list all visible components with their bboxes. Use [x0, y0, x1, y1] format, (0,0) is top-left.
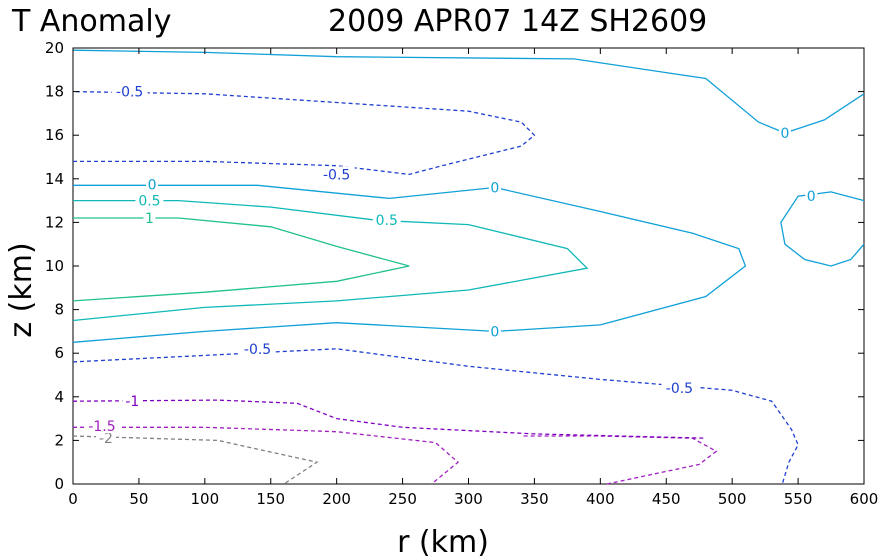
contour-label-0: -2 [99, 431, 113, 447]
y-tick-label-5: 10 [45, 257, 64, 275]
x-tick-label-0: 0 [68, 490, 78, 508]
contour-label-bg-1 [84, 418, 121, 434]
contour-line-5 [72, 184, 747, 343]
contour-label-2: -1 [125, 394, 139, 410]
x-tick-label-10: 500 [718, 490, 747, 508]
y-tick-label-4: 8 [54, 301, 64, 319]
x-axis-ticks: 0 50 100 150 200 250 300 350 400 450 500 550 600 [68, 48, 878, 508]
contour-label-14: 1 [145, 211, 154, 227]
contour-label-13: 0.5 [376, 213, 398, 229]
contour-label-11: 0 [807, 189, 816, 205]
x-tick-label-7: 350 [520, 490, 549, 508]
y-tick-label-6: 12 [45, 213, 64, 231]
contour-label-bg-4 [318, 166, 355, 182]
contour-label-bg-9 [488, 323, 501, 339]
contour-label-bg-6 [661, 380, 698, 396]
contour-line-6 [72, 199, 589, 322]
x-tick-label-2: 100 [191, 490, 220, 508]
x-tick-label-5: 250 [388, 490, 417, 508]
contour-label-bg-11 [805, 188, 818, 204]
contour-line-7 [72, 217, 410, 302]
contour-line-9 [72, 49, 865, 134]
contour-label-bg-14 [143, 210, 156, 226]
x-tick-label-8: 400 [586, 490, 615, 508]
chart-title-right: 2009 APR07 14Z SH2609 [328, 4, 707, 39]
x-tick-label-9: 450 [652, 490, 681, 508]
x-tick-label-11: 550 [784, 490, 813, 508]
y-tick-label-9: 18 [45, 83, 64, 101]
contour-label-1: -1.5 [88, 419, 115, 435]
contour-label-bg-13 [372, 212, 401, 228]
contour-label-bg-5 [239, 340, 276, 356]
contour-line-1 [73, 426, 460, 485]
y-tick-label-1: 2 [54, 431, 64, 449]
contour-line-10 [780, 191, 865, 267]
contour-line-2 [521, 435, 718, 485]
chart-title-left: T Anomaly [11, 4, 171, 39]
contour-label-bg-10 [778, 125, 791, 141]
contour-layer [72, 49, 865, 485]
x-axis-label: r (km) [397, 525, 489, 558]
contour-label-bg-2 [122, 393, 143, 409]
contour-label-bg-8 [488, 179, 501, 195]
contour-label-6: -0.5 [666, 381, 693, 397]
x-tick-label-1: 50 [129, 490, 148, 508]
x-tick-label-12: 600 [850, 490, 879, 508]
contour-label-9: 0 [490, 324, 499, 340]
contour-line-8 [72, 90, 536, 176]
x-tick-label-3: 150 [256, 490, 285, 508]
x-tick-label-4: 200 [322, 490, 351, 508]
y-tick-label-3: 6 [54, 344, 64, 362]
contour-label-12: 0.5 [138, 194, 160, 210]
contour-line-3 [72, 399, 706, 439]
contour-label-3: -0.5 [116, 85, 143, 101]
contour-label-bg-3 [111, 83, 148, 99]
y-tick-label-7: 14 [45, 170, 64, 188]
y-tick-label-2: 4 [54, 388, 64, 406]
contour-label-bg-7 [146, 176, 159, 192]
contour-label-10: 0 [780, 126, 789, 142]
contour-line-4 [72, 348, 799, 485]
contour-label-bg-0 [95, 430, 116, 446]
contour-line-0 [72, 435, 319, 485]
contour-label-bg-12 [135, 192, 164, 208]
y-tick-label-8: 16 [45, 126, 64, 144]
contour-label-4: -0.5 [323, 167, 350, 183]
contour-label-7: 0 [148, 177, 157, 193]
contour-label-8: 0 [490, 181, 499, 197]
y-axis-label: z (km) [4, 242, 39, 337]
x-tick-label-6: 300 [454, 490, 483, 508]
contour-label-5: -0.5 [244, 342, 271, 358]
y-tick-label-10: 20 [45, 39, 64, 57]
y-tick-label-0: 0 [54, 475, 64, 493]
